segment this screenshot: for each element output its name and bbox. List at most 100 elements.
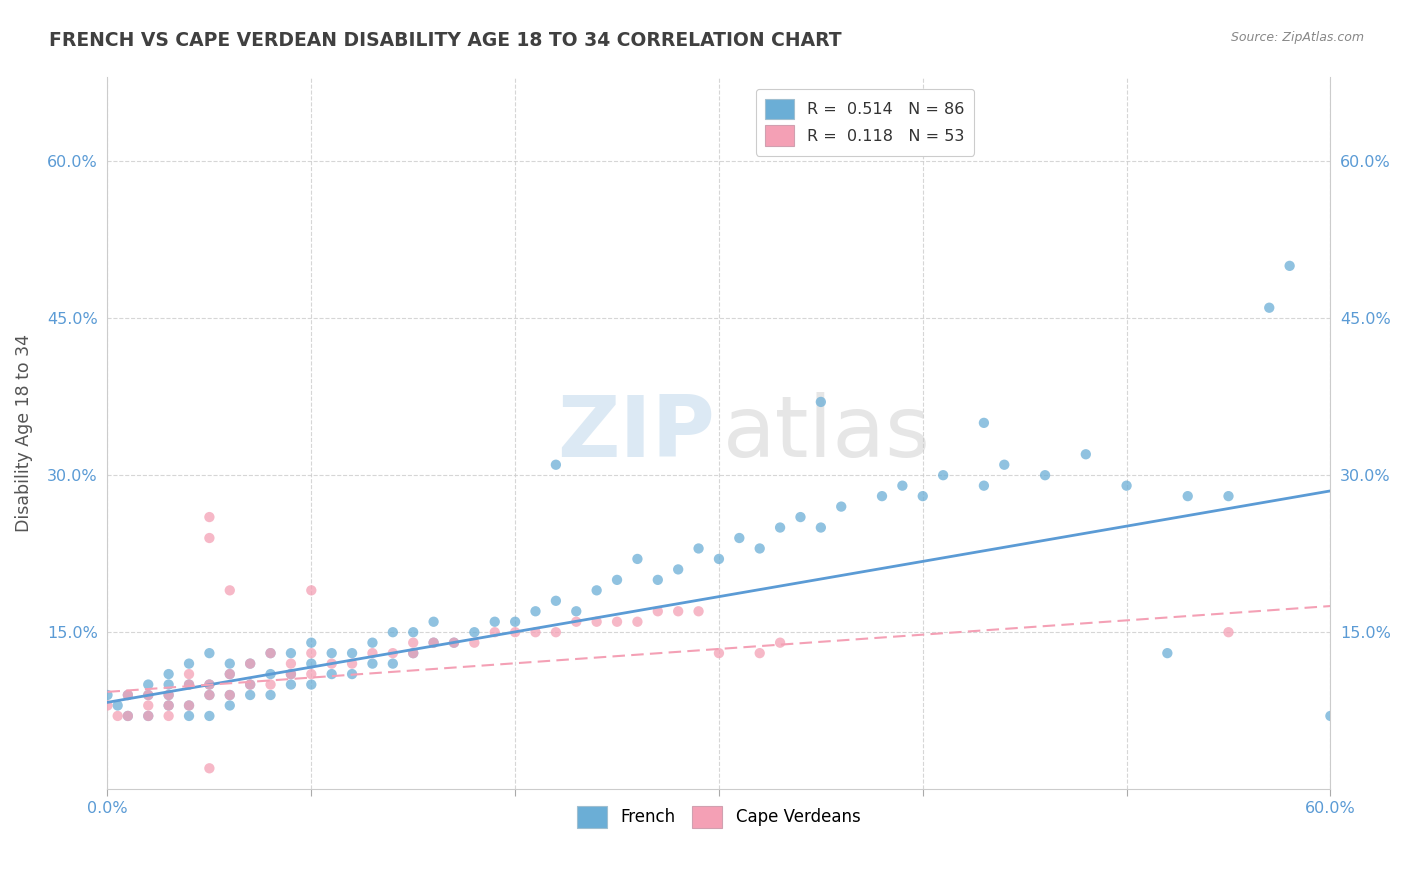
Point [789,510,811,524]
Point [299,646,322,660]
Point [299,657,322,671]
Point [239,657,262,671]
Point [340,667,363,681]
Point [911,489,934,503]
Point [484,625,506,640]
Point [606,573,628,587]
Point [177,667,200,681]
Point [769,635,792,649]
Point [1033,468,1056,483]
Point [259,646,281,660]
Point [503,625,526,640]
Point [1218,489,1240,503]
Point [157,698,180,713]
Point [402,646,425,660]
Point [810,395,832,409]
Point [117,688,139,702]
Point [748,541,770,556]
Point [239,688,262,702]
Point [870,489,893,503]
Point [280,646,302,660]
Point [107,698,129,713]
Point [626,615,648,629]
Point [647,604,669,618]
Point [1319,709,1341,723]
Point [198,677,221,691]
Point [136,709,159,723]
Point [463,625,485,640]
Point [484,615,506,629]
Point [585,583,607,598]
Point [198,510,221,524]
Point [136,698,159,713]
Point [688,541,710,556]
Point [891,478,914,492]
Point [299,667,322,681]
Point [402,646,425,660]
Point [993,458,1015,472]
Point [688,604,710,618]
Point [443,635,465,649]
Point [810,520,832,534]
Point [503,615,526,629]
Text: Source: ZipAtlas.com: Source: ZipAtlas.com [1230,31,1364,45]
Point [1074,447,1097,461]
Point [218,698,240,713]
Point [666,604,689,618]
Point [463,635,485,649]
Point [606,615,628,629]
Point [157,688,180,702]
Point [218,688,240,702]
Point [666,562,689,576]
Point [321,657,343,671]
Point [381,646,404,660]
Point [422,635,444,649]
Point [218,583,240,598]
Point [96,688,118,702]
Point [626,552,648,566]
Point [239,677,262,691]
Point [565,615,588,629]
Point [361,657,384,671]
Point [544,625,567,640]
Point [361,646,384,660]
Y-axis label: Disability Age 18 to 34: Disability Age 18 to 34 [15,334,32,533]
Point [321,667,343,681]
Point [198,688,221,702]
Point [239,677,262,691]
Point [524,625,547,640]
Point [544,594,567,608]
Point [157,698,180,713]
Point [136,688,159,702]
Point [769,520,792,534]
Legend: French, Cape Verdeans: French, Cape Verdeans [571,799,868,834]
Point [748,646,770,660]
Point [218,667,240,681]
Point [218,657,240,671]
Point [218,688,240,702]
Text: atlas: atlas [723,392,931,475]
Point [299,677,322,691]
Point [361,635,384,649]
Point [259,667,281,681]
Point [280,667,302,681]
Point [177,709,200,723]
Point [1258,301,1281,315]
Point [340,646,363,660]
Point [544,458,567,472]
Point [422,615,444,629]
Point [402,635,425,649]
Point [728,531,751,545]
Point [321,646,343,660]
Point [299,635,322,649]
Point [1278,259,1301,273]
Text: FRENCH VS CAPE VERDEAN DISABILITY AGE 18 TO 34 CORRELATION CHART: FRENCH VS CAPE VERDEAN DISABILITY AGE 18… [49,31,842,50]
Point [259,677,281,691]
Point [218,667,240,681]
Point [117,709,139,723]
Point [157,688,180,702]
Point [381,657,404,671]
Point [932,468,955,483]
Point [1115,478,1137,492]
Point [96,698,118,713]
